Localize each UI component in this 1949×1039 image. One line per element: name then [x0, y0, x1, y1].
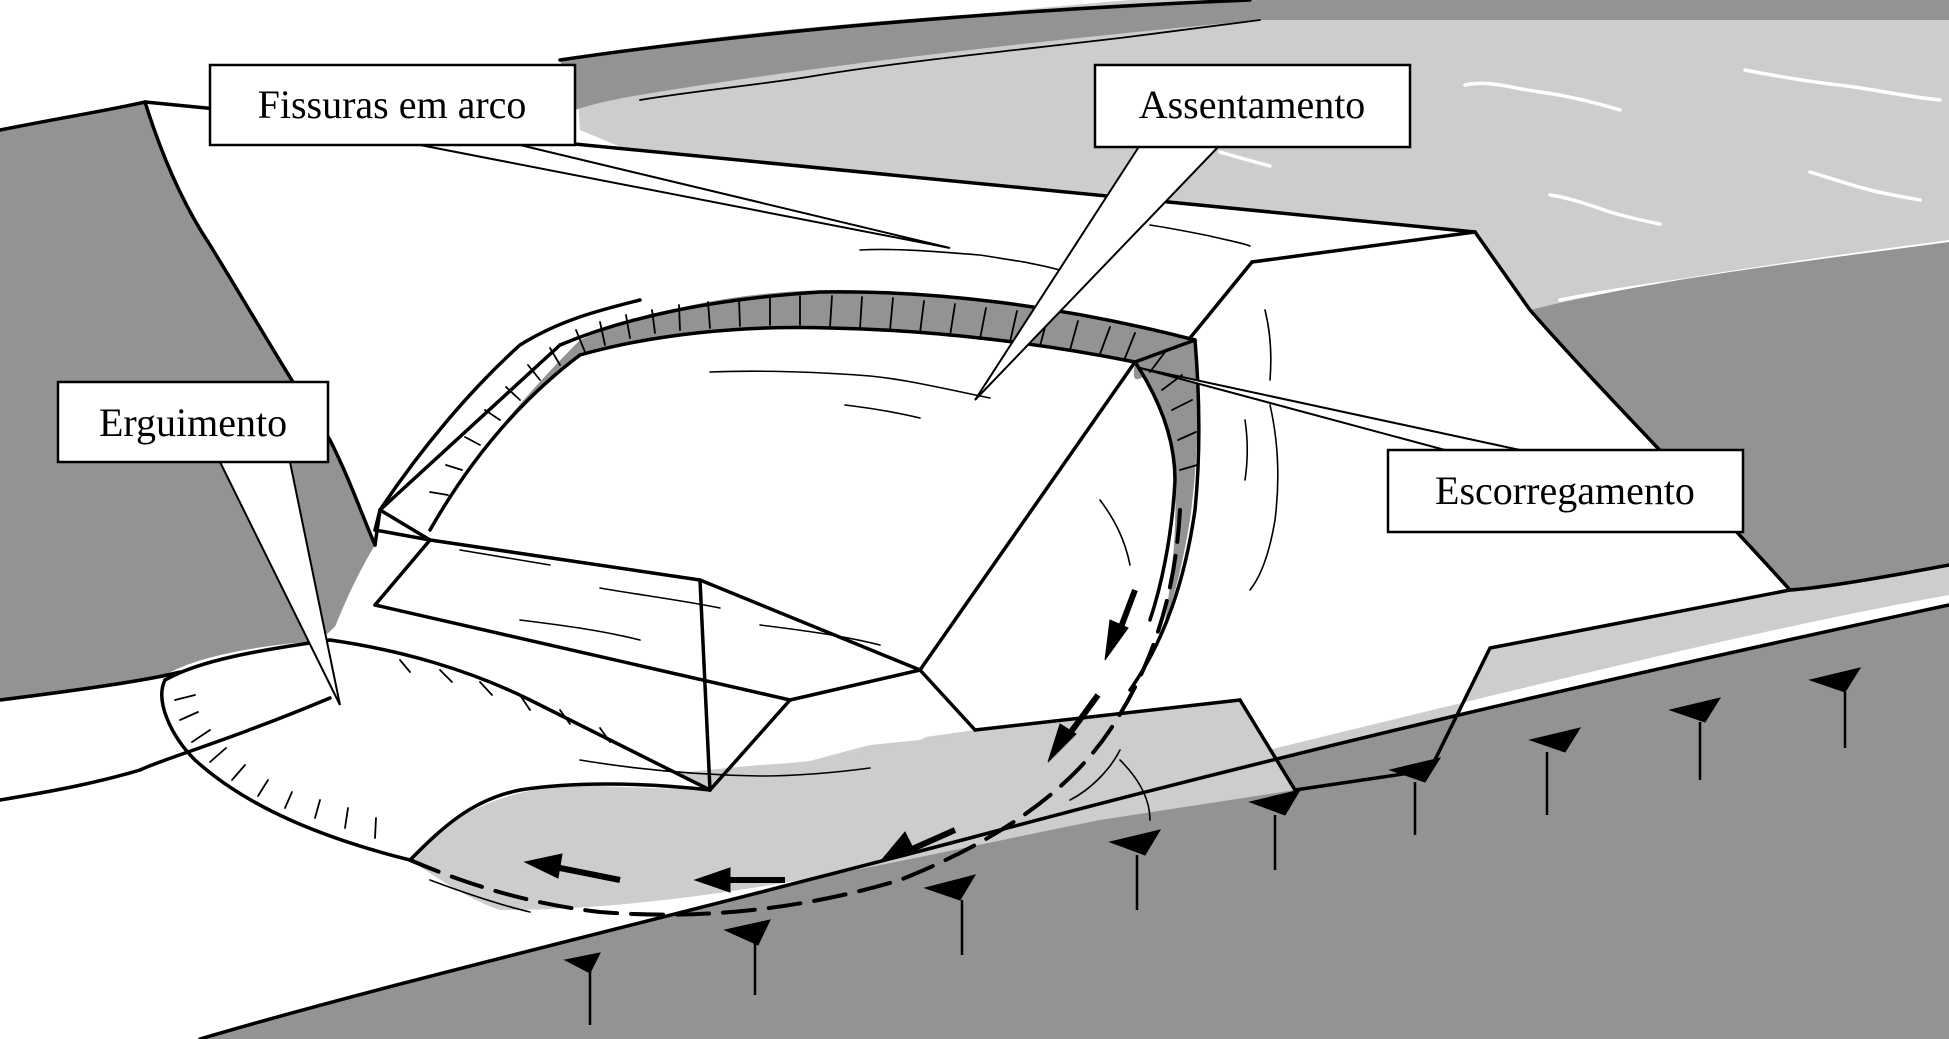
label-erguimento: Erguimento — [99, 400, 287, 445]
callout-assentamento-box — [1093, 63, 1412, 149]
callout-erguimento: Erguimento — [56, 380, 341, 706]
callout-escorregamento: Escorregamento — [1139, 367, 1745, 534]
foundation-drains — [563, 667, 1862, 1025]
failure-surface — [408, 508, 1182, 917]
scarp-hatching — [429, 295, 1198, 496]
callout-fissuras-box — [208, 63, 577, 147]
slide-toe-gray — [410, 700, 1295, 910]
callout-escorregamento-box — [1386, 448, 1745, 534]
shoreline — [639, 19, 1261, 101]
reservoir-water — [575, 0, 1949, 310]
scarp-side — [1135, 340, 1198, 620]
far-hill-strip — [560, 0, 1949, 110]
right-abutment — [1530, 242, 1949, 590]
bulge-hatching — [174, 659, 611, 839]
callout-erguimento-box — [56, 380, 330, 464]
label-fissuras: Fissuras em arco — [258, 82, 527, 127]
toe-bulge — [161, 640, 711, 860]
label-escorregamento: Escorregamento — [1435, 468, 1695, 513]
callout-fissuras: Fissuras em arco — [208, 63, 951, 249]
label-assentamento: Assentamento — [1139, 82, 1366, 127]
callout-assentamento: Assentamento — [974, 63, 1412, 401]
movement-arrows — [523, 588, 1138, 893]
surface-cracks — [429, 224, 1279, 913]
